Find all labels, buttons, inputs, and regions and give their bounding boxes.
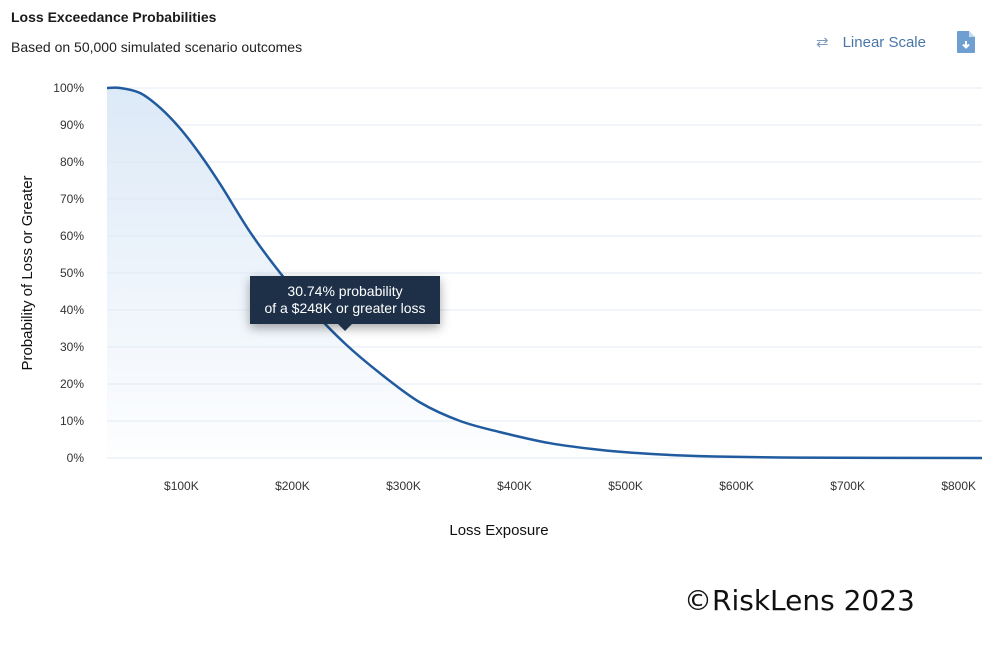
tooltip-line2: of a $248K or greater loss — [264, 300, 426, 316]
scale-toggle-button[interactable]: ⇄ Linear Scale — [816, 33, 926, 52]
y-tick-label: 80% — [60, 155, 84, 169]
x-tick-label: $600K — [719, 479, 754, 493]
x-tick-label: $500K — [608, 479, 643, 493]
x-tick-label: $200K — [275, 479, 310, 493]
x-tick-label: $700K — [830, 479, 865, 493]
tooltip: 30.74% probability of a $248K or greater… — [250, 276, 440, 331]
scale-label: Linear Scale — [842, 33, 926, 51]
x-tick-label: $300K — [386, 479, 421, 493]
swap-arrows-icon: ⇄ — [816, 34, 829, 51]
chart-title: Loss Exceedance Probabilities — [11, 9, 217, 25]
y-tick-label: 60% — [60, 229, 84, 243]
x-tick-label: $800K — [941, 479, 976, 493]
chart-subtitle: Based on 50,000 simulated scenario outco… — [11, 39, 303, 55]
x-tick-label: $400K — [497, 479, 532, 493]
y-tick-label: 30% — [60, 340, 84, 354]
file-download-icon — [957, 31, 975, 53]
area-fill — [107, 87, 982, 458]
y-tick-label: 100% — [53, 81, 84, 95]
export-button[interactable] — [957, 31, 975, 58]
copyright-text: ©RiskLens 2023 — [684, 584, 915, 617]
series-line — [106, 86, 983, 460]
x-tick-label: $100K — [164, 479, 199, 493]
tooltip-line1: 30.74% probability — [287, 283, 403, 299]
y-tick-label: 20% — [60, 377, 84, 391]
y-tick-label: 10% — [60, 414, 84, 428]
y-tick-label: 70% — [60, 192, 84, 206]
x-axis-label: Loss Exposure — [449, 522, 548, 539]
y-tick-label: 90% — [60, 118, 84, 132]
y-tick-label: 50% — [60, 266, 84, 280]
y-axis-label: Probability of Loss or Greater — [19, 175, 36, 370]
y-tick-label: 0% — [67, 451, 85, 465]
y-tick-label: 40% — [60, 303, 84, 317]
